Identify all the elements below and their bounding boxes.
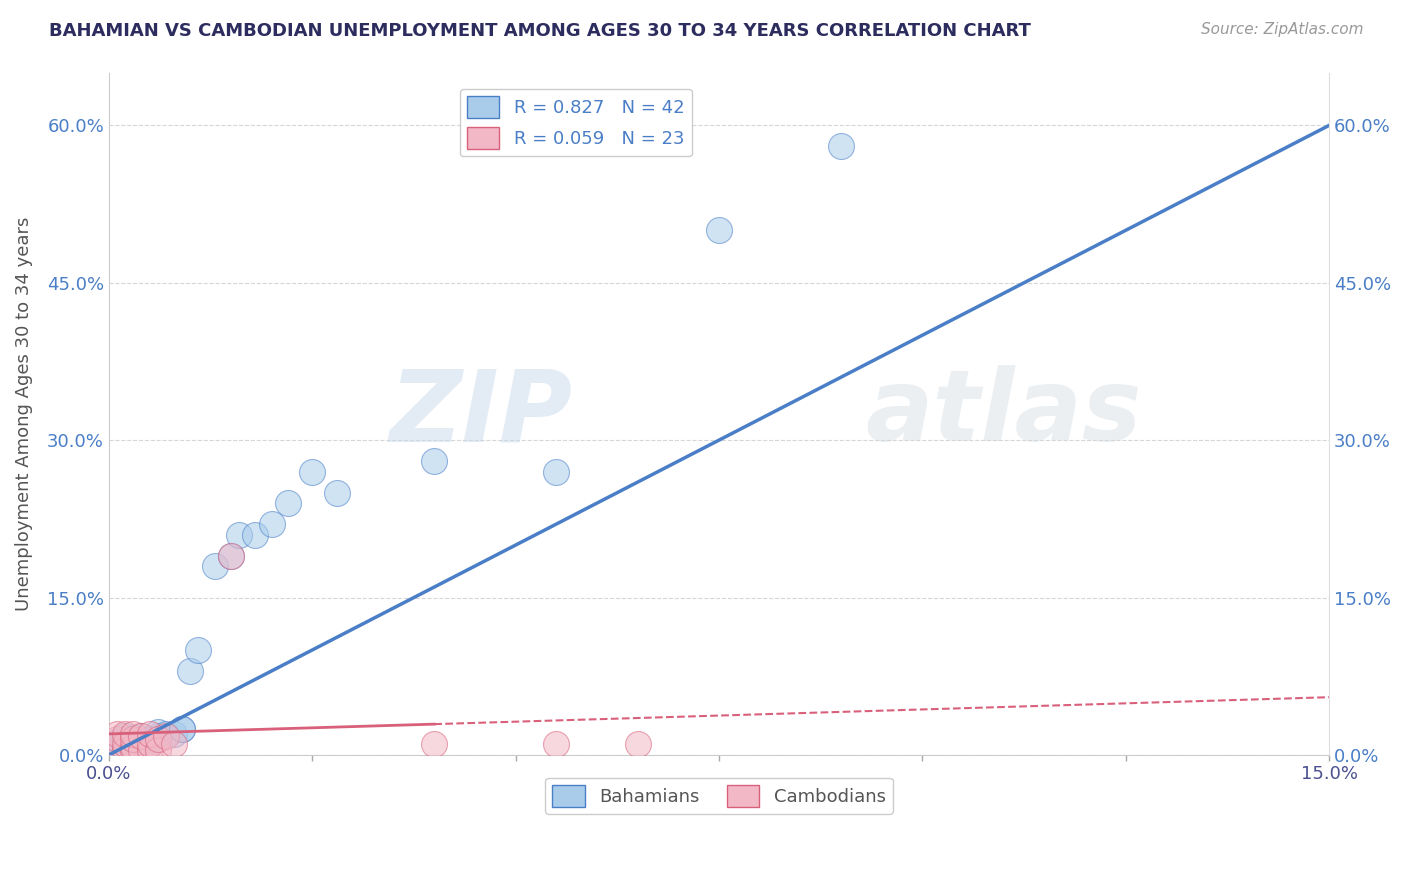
Point	[138, 732, 160, 747]
Point	[122, 732, 145, 747]
Point	[423, 454, 446, 468]
Point	[546, 738, 568, 752]
Point	[423, 738, 446, 752]
Point	[172, 722, 194, 736]
Point	[138, 738, 160, 752]
Point	[163, 738, 186, 752]
Point	[105, 727, 128, 741]
Point	[131, 732, 153, 747]
Point	[105, 742, 128, 756]
Point	[114, 729, 136, 743]
Point	[114, 738, 136, 752]
Point	[138, 738, 160, 752]
Point	[131, 741, 153, 756]
Point	[122, 742, 145, 756]
Point	[155, 727, 177, 741]
Point	[105, 742, 128, 756]
Point	[146, 724, 169, 739]
Point	[122, 731, 145, 745]
Point	[122, 738, 145, 752]
Point	[122, 739, 145, 754]
Point	[228, 527, 250, 541]
Point	[105, 739, 128, 754]
Point	[138, 742, 160, 756]
Point	[138, 727, 160, 741]
Point	[146, 732, 169, 747]
Point	[219, 549, 242, 563]
Text: atlas: atlas	[865, 366, 1142, 462]
Point	[301, 465, 323, 479]
Point	[105, 735, 128, 749]
Point	[163, 727, 186, 741]
Text: Source: ZipAtlas.com: Source: ZipAtlas.com	[1201, 22, 1364, 37]
Point	[114, 727, 136, 741]
Point	[114, 739, 136, 754]
Point	[122, 727, 145, 741]
Point	[546, 465, 568, 479]
Point	[155, 729, 177, 743]
Point	[122, 734, 145, 748]
Point	[245, 527, 267, 541]
Point	[260, 517, 283, 532]
Point	[830, 139, 852, 153]
Point	[114, 732, 136, 747]
Point	[325, 485, 347, 500]
Point	[277, 496, 299, 510]
Point	[105, 738, 128, 752]
Point	[114, 742, 136, 756]
Point	[131, 742, 153, 756]
Text: BAHAMIAN VS CAMBODIAN UNEMPLOYMENT AMONG AGES 30 TO 34 YEARS CORRELATION CHART: BAHAMIAN VS CAMBODIAN UNEMPLOYMENT AMONG…	[49, 22, 1031, 40]
Point	[105, 732, 128, 747]
Point	[122, 742, 145, 756]
Point	[204, 559, 226, 574]
Text: ZIP: ZIP	[389, 366, 572, 462]
Point	[146, 742, 169, 756]
Y-axis label: Unemployment Among Ages 30 to 34 years: Unemployment Among Ages 30 to 34 years	[15, 217, 32, 611]
Point	[131, 729, 153, 743]
Point	[131, 729, 153, 743]
Point	[131, 735, 153, 749]
Legend: Bahamians, Cambodians: Bahamians, Cambodians	[546, 778, 893, 814]
Point	[187, 643, 209, 657]
Point	[114, 742, 136, 756]
Point	[114, 738, 136, 752]
Point	[114, 735, 136, 749]
Point	[219, 549, 242, 563]
Point	[146, 729, 169, 743]
Point	[172, 722, 194, 736]
Point	[707, 223, 730, 237]
Point	[626, 738, 648, 752]
Point	[122, 739, 145, 754]
Point	[131, 739, 153, 753]
Point	[179, 664, 201, 678]
